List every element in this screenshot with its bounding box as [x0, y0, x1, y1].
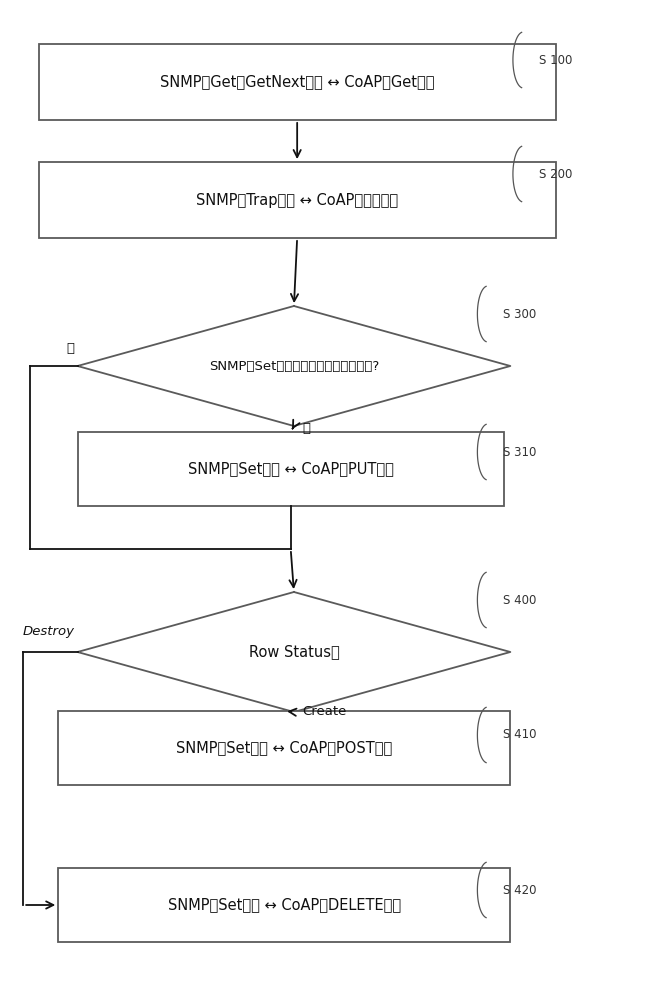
- FancyBboxPatch shape: [58, 711, 510, 785]
- Text: Row Status？: Row Status？: [249, 645, 339, 660]
- Text: S 100: S 100: [539, 53, 572, 66]
- Text: S 200: S 200: [539, 167, 572, 180]
- Text: S 420: S 420: [503, 884, 537, 896]
- Text: SNMP之Set操作 ↔ CoAP之PUT操作: SNMP之Set操作 ↔ CoAP之PUT操作: [188, 462, 393, 477]
- Polygon shape: [78, 306, 510, 426]
- Text: SNMP之Set操作是修改一般字段的操作?: SNMP之Set操作是修改一般字段的操作?: [209, 360, 379, 372]
- FancyBboxPatch shape: [58, 868, 510, 942]
- Text: SNMP之Set操作 ↔ CoAP之DELETE操作: SNMP之Set操作 ↔ CoAP之DELETE操作: [168, 898, 401, 912]
- Text: SNMP之Set操作 ↔ CoAP之POST操作: SNMP之Set操作 ↔ CoAP之POST操作: [176, 740, 392, 756]
- FancyBboxPatch shape: [78, 432, 504, 506]
- FancyBboxPatch shape: [39, 162, 556, 238]
- Text: Destroy: Destroy: [23, 626, 74, 639]
- Polygon shape: [78, 592, 510, 712]
- Text: 是: 是: [302, 422, 310, 435]
- Text: S 410: S 410: [503, 728, 537, 742]
- Text: S 310: S 310: [503, 446, 537, 458]
- Text: SNMP之Trap机制 ↔ CoAP之订阅机制: SNMP之Trap机制 ↔ CoAP之订阅机制: [196, 192, 398, 208]
- Text: 否: 否: [67, 342, 74, 355]
- Text: Create: Create: [302, 705, 347, 718]
- Text: SNMP之Get和GetNext操作 ↔ CoAP之Get操作: SNMP之Get和GetNext操作 ↔ CoAP之Get操作: [160, 75, 434, 90]
- FancyBboxPatch shape: [39, 44, 556, 120]
- Text: S 400: S 400: [503, 593, 537, 606]
- Text: S 300: S 300: [503, 308, 536, 320]
